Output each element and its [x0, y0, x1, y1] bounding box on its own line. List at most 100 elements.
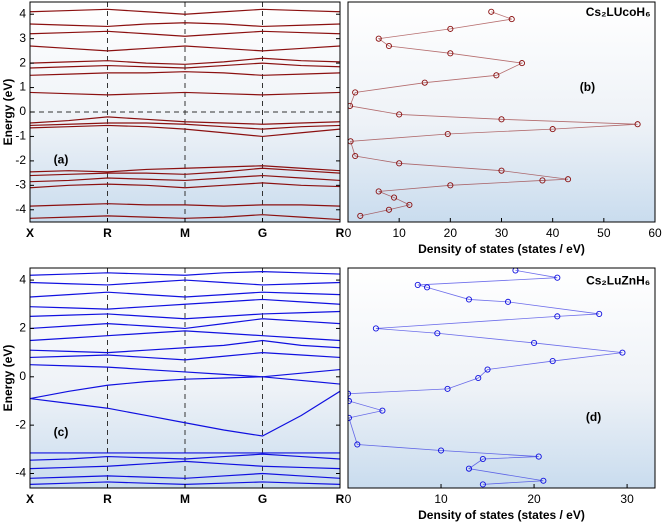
panel-label: (c) [54, 425, 69, 439]
band-line [30, 174, 340, 183]
dos-point [348, 138, 354, 145]
band-line [30, 352, 340, 361]
dos-point [352, 89, 359, 96]
panel-title: Cs₂LUcoH₆ [586, 5, 651, 19]
band-line [30, 203, 340, 207]
x-axis-label: Density of states (states / eV) [418, 242, 585, 256]
band-line [30, 298, 340, 310]
panel-title: Cs₂LuZnH₆ [586, 273, 650, 287]
band-line [30, 453, 340, 461]
dos-point [549, 126, 556, 133]
band-line [30, 62, 340, 69]
dos-point [375, 35, 382, 42]
panel-label: (b) [580, 80, 595, 94]
dos-point [375, 188, 382, 195]
band-line [30, 30, 340, 37]
dos-point [535, 453, 542, 460]
dos-curve [348, 270, 623, 485]
x-tick-label: 20 [444, 226, 458, 240]
y-tick-label: -2 [15, 417, 26, 431]
dos-point [564, 176, 572, 183]
dos-point [396, 111, 403, 118]
dos-point [414, 281, 421, 288]
y-tick-label: 0 [19, 104, 26, 118]
y-axis-label: Energy (eV) [1, 79, 15, 146]
band-line [30, 318, 340, 330]
dos-point [396, 160, 403, 167]
dos-point [596, 310, 603, 317]
x-tick-label: X [26, 492, 34, 506]
y-tick-label: 2 [19, 55, 26, 69]
dos-point [540, 477, 547, 484]
dos-point [437, 447, 445, 454]
dos-point [447, 50, 454, 57]
dos-point [354, 441, 361, 448]
dos-point [488, 8, 495, 15]
plot-area [30, 268, 340, 488]
dos-point [434, 330, 441, 337]
x-tick-label: 10 [434, 492, 448, 506]
band-line [30, 122, 340, 130]
panel-label: (a) [54, 153, 69, 167]
dos-point [465, 296, 472, 303]
x-tick-label: 30 [620, 492, 634, 506]
plot-area [348, 8, 641, 219]
plot-background [348, 268, 655, 488]
band-line [30, 57, 340, 65]
dos-point [479, 455, 486, 463]
plot-frame [347, 1, 656, 223]
band-line [30, 116, 340, 125]
x-tick-label: R [336, 226, 345, 240]
dos-point [406, 201, 413, 208]
dos-point [504, 298, 512, 305]
band-line [30, 472, 340, 479]
dos-point [634, 121, 641, 128]
band-line [30, 376, 340, 400]
dos-point [493, 72, 500, 79]
panel: 0 10 20 30 40 50 60 Density of states (states /… [345, 1, 662, 256]
panel: X R M G R -4 -3 -2 -1 0 1 2 3 4 Energy (eV) (a) [1, 1, 345, 240]
dos-point [444, 130, 451, 138]
dos-point [512, 268, 519, 274]
x-tick-label: 40 [546, 226, 560, 240]
dos-point [352, 152, 359, 160]
dos-point [479, 481, 486, 488]
y-tick-label: 1 [19, 80, 26, 94]
dos-point [475, 374, 482, 382]
band-line [30, 310, 340, 320]
band-line [30, 182, 340, 189]
band-line [30, 45, 340, 52]
dos-point [498, 116, 505, 123]
dos-point [554, 274, 561, 281]
dos-point [447, 25, 454, 32]
dos-point [539, 177, 546, 184]
x-tick-label: G [258, 226, 267, 240]
y-tick-label: -4 [15, 202, 26, 216]
y-tick-label: -2 [15, 153, 26, 167]
dos-curve [349, 11, 638, 217]
x-tick-label: R [336, 492, 345, 506]
band-line [30, 279, 340, 286]
dos-point [549, 358, 556, 365]
x-tick-label: 60 [648, 226, 662, 240]
band-line [30, 330, 340, 342]
dos-point [421, 79, 428, 86]
y-tick-label: -3 [15, 178, 26, 192]
band-line [30, 8, 340, 15]
x-tick-label: 20 [527, 492, 541, 506]
y-tick-label: -1 [15, 129, 26, 143]
y-tick-label: 4 [19, 6, 26, 20]
y-tick-label: -4 [15, 466, 26, 480]
x-tick-label: 50 [597, 226, 611, 240]
plot-background [348, 2, 655, 222]
plot-frame [29, 267, 341, 489]
dos-point [554, 313, 561, 320]
y-tick-label: 0 [19, 369, 26, 383]
dos-point [508, 16, 515, 23]
band-line [30, 271, 340, 276]
dos-point [385, 206, 392, 213]
dos-point [357, 212, 364, 219]
band-line [30, 291, 340, 298]
panel-label: (d) [586, 410, 601, 424]
